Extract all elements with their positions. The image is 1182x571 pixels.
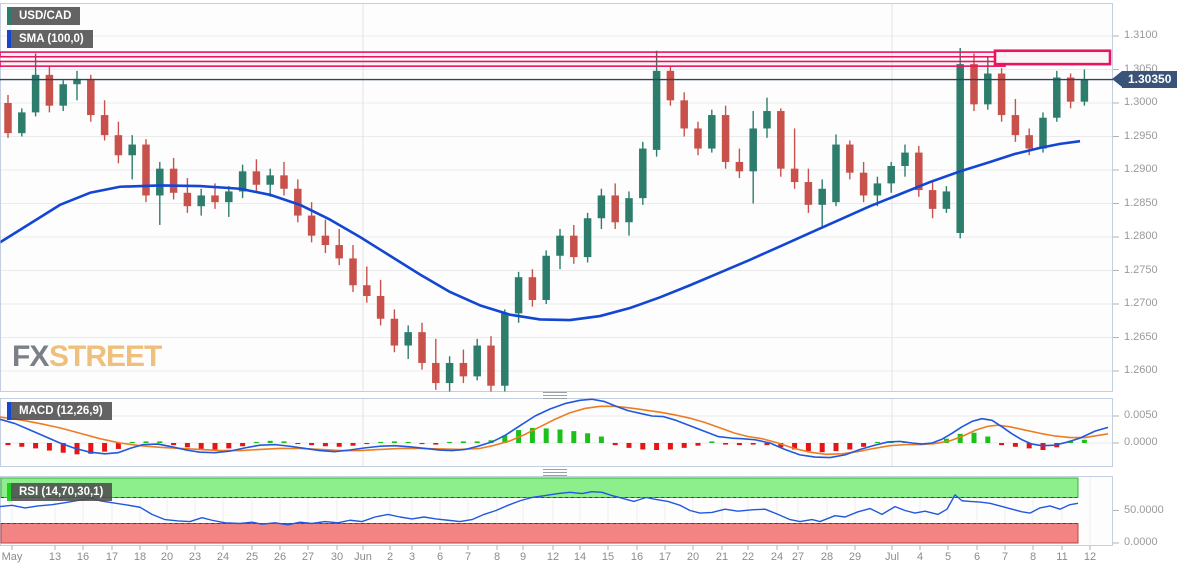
current-price-arrow (1112, 71, 1122, 88)
date-axis-label: 6 (973, 551, 981, 563)
current-price-tag: 1.30350 (1122, 71, 1178, 89)
date-axis-label: 22 (741, 551, 755, 563)
price-axis-label: 1.3100 (1124, 29, 1158, 41)
macd-label: MACD (12,26,9) (19, 405, 103, 417)
date-axis-label: 8 (1029, 551, 1037, 563)
price-axis-label: 1.2700 (1124, 297, 1158, 309)
date-axis-label: 12 (1083, 551, 1097, 563)
sma-accent-bar (7, 30, 11, 48)
date-axis-label: 26 (273, 551, 287, 563)
macd-legend-chip[interactable]: MACD (12,26,9) (7, 402, 112, 420)
macd-accent-bar (7, 402, 11, 420)
sma-label: SMA (100,0) (19, 33, 84, 45)
date-axis-label: 23 (188, 551, 202, 563)
price-axis-label: 1.3000 (1124, 96, 1158, 108)
fxstreet-logo-street: STREET (49, 340, 162, 373)
date-axis-label: 21 (715, 551, 729, 563)
rsi-axis-label: 0.0000 (1124, 536, 1158, 548)
date-axis-label: 3 (408, 551, 416, 563)
symbol-accent-bar (7, 7, 11, 25)
date-axis-label: Jul (884, 551, 900, 563)
date-axis-label: 24 (770, 551, 784, 563)
price-axis-label: 1.2850 (1124, 196, 1158, 209)
price-axis-label: 1.2900 (1124, 163, 1158, 175)
date-axis-label: 15 (601, 551, 615, 563)
price-axis-label: 1.2800 (1124, 230, 1158, 242)
macd-axis-label: 0.0050 (1124, 409, 1158, 421)
date-axis-label: 25 (245, 551, 259, 563)
rsi-label: RSI (14,70,30,1) (19, 486, 104, 498)
date-axis-label: 28 (820, 551, 834, 563)
date-axis-label: 14 (573, 551, 587, 563)
rsi-axis-label: 50.0000 (1124, 503, 1164, 516)
rsi-accent-bar (7, 483, 11, 501)
date-axis-label: Jun (354, 551, 372, 563)
date-axis-label: 17 (658, 551, 672, 563)
date-axis-label: 30 (330, 551, 344, 563)
pane-divider-handle-rsi[interactable] (543, 469, 567, 476)
date-axis-label: 16 (630, 551, 644, 563)
price-axis-label: 1.2950 (1124, 129, 1158, 142)
date-axis-label: 16 (76, 551, 90, 563)
date-axis-label: 27 (791, 551, 805, 563)
symbol-legend-chip[interactable]: USD/CAD (7, 7, 81, 25)
date-axis-label: 9 (519, 551, 527, 563)
date-axis-label: 17 (105, 551, 119, 563)
sma-legend-chip[interactable]: SMA (100,0) (7, 30, 93, 48)
date-axis-label: 13 (48, 551, 62, 563)
date-axis-label: 11 (1056, 551, 1068, 563)
date-axis-label: 7 (464, 551, 472, 563)
fxstreet-logo-fx: FX (12, 340, 49, 373)
date-axis-label: 29 (848, 551, 862, 563)
date-axis-label: 27 (301, 551, 315, 563)
date-axis-label: May (1, 551, 23, 563)
pane-divider-handle-macd[interactable] (543, 392, 567, 399)
rsi-legend-chip[interactable]: RSI (14,70,30,1) (7, 483, 113, 501)
price-axis-label: 1.2650 (1124, 330, 1158, 343)
date-axis-label: 5 (944, 551, 952, 563)
date-axis-label: 7 (1001, 551, 1009, 563)
date-axis-label: 2 (386, 551, 394, 563)
date-axis-label: 8 (493, 551, 501, 563)
symbol-label: USD/CAD (19, 10, 72, 22)
date-axis-label: 4 (916, 551, 924, 563)
date-axis-label: 12 (546, 551, 560, 563)
macd-axis-label: 0.0000 (1124, 436, 1158, 448)
date-axis-label: 24 (216, 551, 230, 563)
date-axis-label: 6 (436, 551, 444, 563)
date-axis-label: 20 (686, 551, 700, 563)
date-axis-label: 18 (133, 551, 147, 563)
date-axis-label: 20 (160, 551, 174, 563)
price-axis-label: 1.2600 (1124, 364, 1158, 376)
price-axis-label: 1.2750 (1124, 263, 1158, 276)
